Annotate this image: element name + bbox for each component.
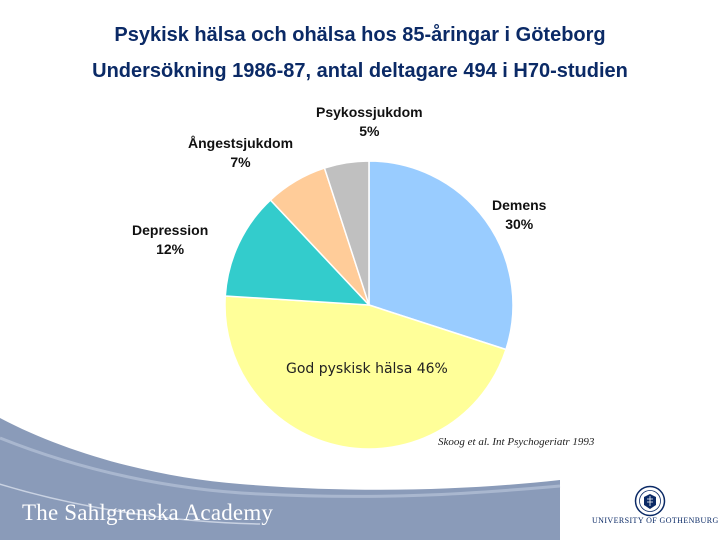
label-demens-value: 30% xyxy=(505,216,534,232)
pie-slice-demens xyxy=(368,160,514,351)
slide-subtitle: Undersökning 1986-87, antal deltagare 49… xyxy=(92,60,628,82)
pie-slice-depression xyxy=(224,198,371,306)
label-psykossjukdom-value: 5% xyxy=(359,123,380,139)
label-depression: Depression 12% xyxy=(132,221,208,259)
label-depression-value: 12% xyxy=(156,241,185,257)
background-arc xyxy=(0,483,261,525)
label-angestsjukdom-name: Ångestsjukdom xyxy=(188,135,294,151)
footer-band-highlight xyxy=(0,436,561,498)
label-depression-name: Depression xyxy=(132,222,209,238)
label-psykossjukdom: Psykossjukdom 5% xyxy=(316,103,423,141)
pie-slice-god-pyskisk-hälsa xyxy=(224,295,507,450)
citation: Skoog et al. Int Psychogeriatr 1993 xyxy=(438,436,595,448)
slide-title: Psykisk hälsa och ohälsa hos 85-åringar … xyxy=(114,24,606,46)
pie-slice-psykossjukdom xyxy=(323,160,370,306)
sahlgrenska-academy-logo-text: The Sahlgrenska Academy xyxy=(22,500,274,525)
label-angestsjukdom-value: 7% xyxy=(230,154,251,170)
footer-band xyxy=(0,418,560,540)
label-demens-name: Demens xyxy=(492,197,547,213)
university-seal-icon xyxy=(634,485,666,517)
label-angestsjukdom: Ångestsjukdom 7% xyxy=(188,134,293,172)
university-name: UNIVERSITY OF GOTHENBURG xyxy=(592,516,719,525)
label-demens: Demens 30% xyxy=(492,196,546,234)
label-god-psykisk-halsa: God pyskisk hälsa 46% xyxy=(286,361,448,377)
label-psykossjukdom-name: Psykossjukdom xyxy=(316,104,423,120)
